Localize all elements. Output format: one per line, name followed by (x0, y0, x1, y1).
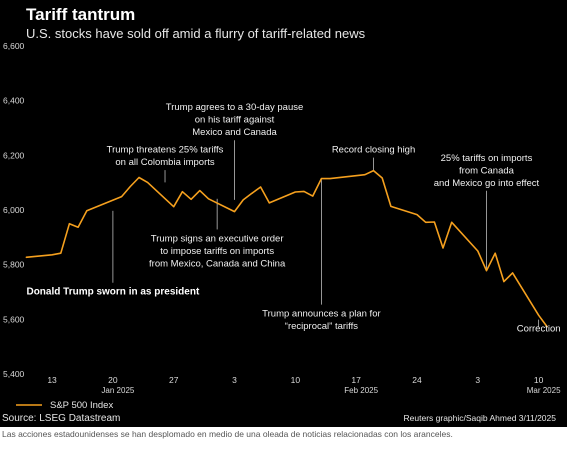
data-point (390, 205, 392, 207)
x-tick-label: 10 (291, 375, 301, 385)
annotation-text: Correction (517, 324, 561, 335)
annotation-leaders (112, 140, 540, 327)
data-point (320, 178, 322, 180)
chart: Tariff tantrum U.S. stocks have sold off… (2, 5, 561, 424)
x-tick-label: 24 (412, 375, 422, 385)
source-note: Source: LSEG Datastream (2, 413, 120, 424)
image-caption: Las acciones estadounidenses se han desp… (2, 429, 453, 439)
data-point (451, 221, 453, 223)
legend: S&P 500 Index (16, 400, 113, 411)
data-point (546, 326, 548, 328)
x-tick-label: 20 (108, 375, 118, 385)
data-point (77, 226, 79, 228)
data-point (494, 252, 496, 254)
data-point (477, 250, 479, 252)
data-point (234, 211, 235, 213)
data-point (86, 210, 88, 212)
y-axis: 5,400 5,600 5,800 6,000 6,200 6,400 6,600 (3, 41, 25, 379)
x-tick-label: 10 (534, 375, 544, 385)
data-point (181, 191, 183, 193)
data-point (173, 206, 175, 208)
x-tick-label: 27 (169, 375, 179, 385)
annotation-text: Trump threatens 25% tariffs on all Colomb… (107, 145, 224, 169)
data-point (381, 177, 383, 179)
chart-subtitle: U.S. stocks have sold off amid a flurry … (26, 26, 366, 41)
data-point (129, 186, 131, 187)
y-tick-label: 6,000 (3, 205, 25, 215)
chart-title: Tariff tantrum (26, 5, 135, 24)
data-point (268, 202, 270, 204)
data-point (373, 170, 374, 172)
data-point (364, 174, 366, 176)
y-tick-label: 5,800 (3, 260, 25, 270)
data-point (312, 195, 314, 197)
x-tick-label: 13 (47, 375, 57, 385)
x-tick-label: 3 (475, 375, 480, 385)
data-point (503, 281, 505, 283)
data-point (433, 221, 435, 223)
annotation-labels: Donald Trump sworn in as president Trump … (26, 102, 560, 334)
data-point (303, 190, 305, 192)
data-point (416, 214, 418, 216)
y-tick-label: 6,400 (3, 96, 25, 106)
x-tick-label: 17 (351, 375, 361, 385)
month-label: Mar 2025 (527, 386, 561, 395)
data-point (260, 186, 262, 188)
series-line (25, 169, 548, 328)
annotation-text: Trump agrees to a 30-day pause on his tar… (166, 102, 303, 138)
data-point (242, 199, 244, 201)
y-tick-label: 6,200 (3, 150, 25, 160)
x-tick-label: 3 (232, 375, 237, 385)
y-tick-label: 6,600 (3, 41, 25, 51)
data-point (121, 196, 123, 198)
y-tick-label: 5,400 (3, 369, 25, 379)
data-point (25, 256, 27, 258)
annotation-text: 25% tariffs on imports from Canada and Mex… (434, 153, 540, 189)
data-point (486, 270, 487, 272)
annotation-text: Record closing high (332, 145, 415, 156)
annotation-text: Trump signs an executive order to impose … (149, 233, 286, 269)
annotation-text: Donald Trump sworn in as president (26, 287, 199, 298)
data-point (199, 190, 201, 192)
chart-frame: Tariff tantrum U.S. stocks have sold off… (0, 0, 567, 427)
y-tick-label: 5,600 (3, 314, 25, 324)
annotation-text: Trump announces a plan for “reciprocal” t… (262, 309, 380, 333)
month-label: Jan 2025 (101, 386, 134, 395)
data-point (138, 177, 140, 178)
data-point (51, 254, 53, 256)
data-point (68, 223, 70, 225)
data-point (442, 247, 444, 249)
data-point (538, 314, 540, 316)
month-label: Feb 2025 (344, 386, 378, 395)
data-point (294, 191, 296, 193)
data-point (512, 272, 514, 274)
series-layer (25, 169, 548, 328)
data-point (251, 192, 253, 194)
data-point (60, 252, 62, 254)
credit-note: Reuters graphic/Saqib Ahmed 3/11/2025 (404, 413, 557, 423)
data-point (425, 221, 427, 223)
data-point (329, 178, 331, 180)
data-point (190, 198, 192, 200)
data-point (147, 181, 149, 183)
legend-label: S&P 500 Index (50, 400, 113, 411)
data-point (208, 198, 209, 200)
x-axis: 13 20 27 3 10 17 24 3 10 Jan 2025 Feb 2025 Mar 2025 (47, 375, 561, 395)
